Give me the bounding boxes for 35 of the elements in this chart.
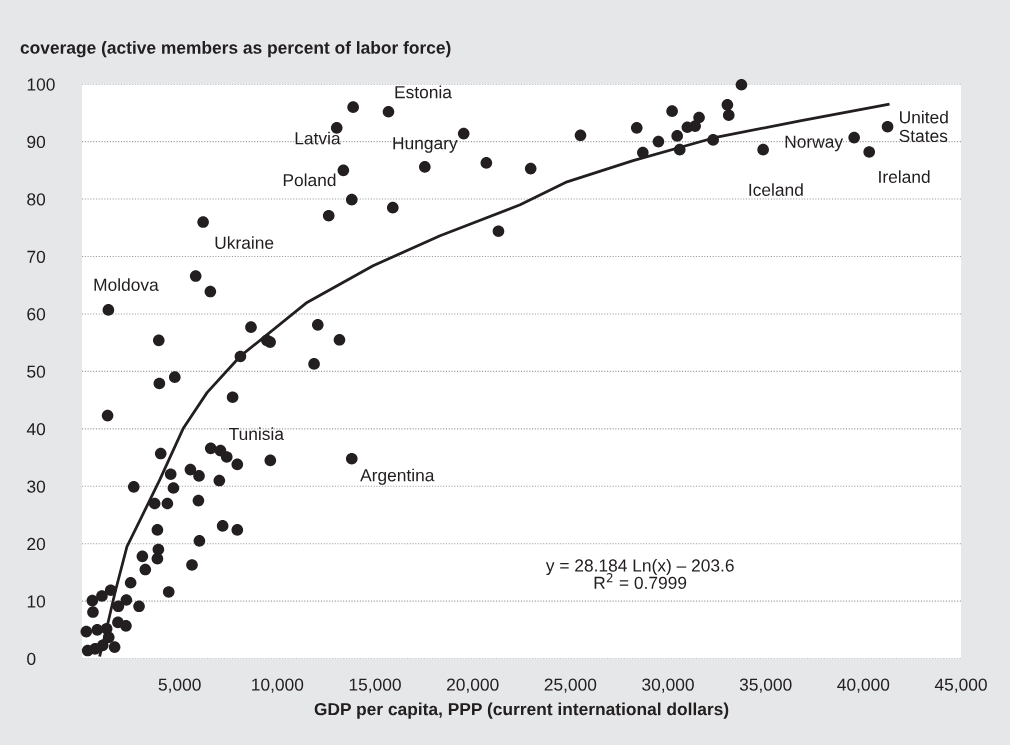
y-tick-label: 10 [27, 595, 46, 608]
x-tick-label: 25,000 [544, 678, 597, 693]
annotation: Ukraine [215, 236, 274, 249]
y-tick-label: 50 [27, 365, 46, 378]
y-tick-label: 20 [27, 537, 46, 551]
x-tick-label: 35,000 [739, 678, 792, 693]
y-tick-label: 80 [27, 193, 46, 206]
y-tick-label: 60 [27, 308, 46, 321]
x-tick-label: 5,000 [158, 678, 201, 693]
annotation: Tunisia [229, 427, 284, 441]
y-tick-label: 40 [26, 422, 46, 436]
annotation: Hungary [393, 137, 458, 153]
y-tick-label: 0 [27, 652, 36, 666]
x-tick-label: 10,000 [252, 678, 304, 693]
y-axis-title: coverage (active members as percent of labor force) [20, 41, 451, 58]
y-tick-label: 90 [27, 135, 46, 149]
x-tick-label: 15,000 [349, 678, 401, 693]
annotation: Norway [785, 135, 844, 152]
annotation: y = 28.184 Ln(x) – 203.6 R$^{2}$ = 0.7999 [545, 558, 734, 589]
annotation: Iceland [749, 183, 803, 196]
annotation: Moldova [94, 278, 159, 291]
x-tick-label: 45,000 [934, 678, 987, 693]
annotation: Estonia [395, 85, 452, 99]
annotation: Latvia [295, 131, 341, 145]
annotation: United States [899, 110, 948, 143]
annotation: Argentina [360, 468, 435, 485]
annotation: Ireland [879, 170, 930, 184]
y-tick-label: 100 [27, 78, 55, 91]
x-tick-label: 40,000 [837, 678, 890, 693]
x-axis-title: GDP per capita, PPP (current international dollars) [314, 702, 729, 719]
y-tick-label: 70 [27, 250, 46, 263]
y-tick-label: 30 [27, 480, 46, 493]
x-tick-label: 20,000 [447, 678, 499, 693]
annotation: Poland [283, 173, 336, 187]
x-tick-label: 30,000 [642, 678, 694, 693]
